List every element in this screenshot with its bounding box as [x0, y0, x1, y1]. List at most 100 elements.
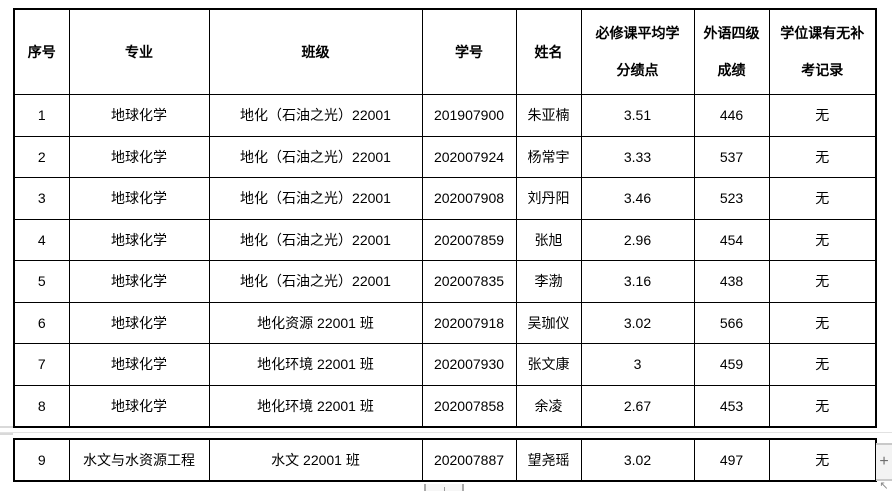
cell-student-id[interactable]: 202007924	[421, 135, 517, 178]
cell-name[interactable]: 杨常宇	[515, 135, 582, 178]
header-index[interactable]: 序号	[13, 8, 70, 95]
cell-name[interactable]: 刘丹阳	[515, 177, 582, 220]
cell-class[interactable]: 地化环境 22001 班	[208, 384, 423, 427]
cell-student-id[interactable]: 202007918	[421, 301, 517, 344]
page-break-line	[0, 432, 892, 433]
cell-index[interactable]: 8	[13, 384, 70, 427]
cell-gpa[interactable]: 3.02	[580, 301, 695, 344]
cell-makeup-record[interactable]: 无	[768, 94, 877, 137]
cell-class[interactable]: 地化环境 22001 班	[208, 343, 423, 386]
header-class[interactable]: 班级	[208, 8, 423, 95]
header-label: 学位课有无补	[780, 25, 865, 41]
insert-row-button[interactable]: +	[876, 443, 892, 481]
cell-major[interactable]: 水文与水资源工程	[68, 438, 210, 481]
header-student-id[interactable]: 学号	[421, 8, 517, 95]
page-margin-mark	[0, 426, 13, 428]
cell-cet4[interactable]: 453	[693, 384, 770, 427]
cell-gpa[interactable]: 2.67	[580, 384, 695, 427]
header-cet4[interactable]: 外语四级 成绩	[693, 8, 770, 95]
cell-index[interactable]: 3	[13, 177, 70, 220]
cell-gpa[interactable]: 3	[580, 343, 695, 386]
cell-major[interactable]: 地球化学	[68, 384, 210, 427]
cell-makeup-record[interactable]: 无	[768, 301, 877, 344]
cell-makeup-record[interactable]: 无	[768, 343, 877, 386]
cell-student-id[interactable]: 201907900	[421, 94, 517, 137]
header-gpa[interactable]: 必修课平均学 分绩点	[580, 8, 695, 95]
cell-student-id[interactable]: 202007887	[421, 438, 517, 481]
cell-student-id[interactable]: 202007835	[421, 260, 517, 303]
cell-name[interactable]: 余凌	[515, 384, 582, 427]
table-row: 1 地球化学 地化（石油之光）22001 201907900 朱亚楠 3.51 446 无	[13, 94, 877, 137]
cell-cet4[interactable]: 497	[693, 438, 770, 481]
cell-gpa[interactable]: 3.16	[580, 260, 695, 303]
cell-gpa[interactable]: 3.46	[580, 177, 695, 220]
cell-name[interactable]: 张旭	[515, 218, 582, 261]
grades-table-page1: 序号 专业 班级 学号 姓名 必修课平均学 分绩点 外语四级 成绩 学位课有无补 考记…	[13, 8, 877, 428]
cell-student-id[interactable]: 202007859	[421, 218, 517, 261]
cell-name[interactable]: 李渤	[515, 260, 582, 303]
cell-student-id[interactable]: 202007908	[421, 177, 517, 220]
cell-cet4[interactable]: 523	[693, 177, 770, 220]
cell-major[interactable]: 地球化学	[68, 260, 210, 303]
cell-cet4[interactable]: 537	[693, 135, 770, 178]
cell-class[interactable]: 地化（石油之光）22001	[208, 94, 423, 137]
cell-class[interactable]: 地化资源 22001 班	[208, 301, 423, 344]
cell-index[interactable]: 2	[13, 135, 70, 178]
header-name[interactable]: 姓名	[515, 8, 582, 95]
cell-class[interactable]: 地化（石油之光）22001	[208, 218, 423, 261]
cell-makeup-record[interactable]: 无	[768, 135, 877, 178]
cell-cet4[interactable]: 459	[693, 343, 770, 386]
cell-name[interactable]: 朱亚楠	[515, 94, 582, 137]
diagonal-arrow-icon: ↖	[879, 481, 889, 491]
cell-makeup-record[interactable]: 无	[768, 384, 877, 427]
cell-makeup-record[interactable]: 无	[768, 177, 877, 220]
header-makeup-record[interactable]: 学位课有无补 考记录	[768, 8, 877, 95]
cell-student-id[interactable]: 202007930	[421, 343, 517, 386]
cell-index[interactable]: 4	[13, 218, 70, 261]
cell-makeup-record[interactable]: 无	[768, 218, 877, 261]
header-label: 专业	[125, 43, 153, 60]
table-row: 8 地球化学 地化环境 22001 班 202007858 余凌 2.67 453 无	[13, 384, 877, 427]
cell-major[interactable]: 地球化学	[68, 94, 210, 137]
header-label: 班级	[301, 43, 330, 60]
scroll-widget[interactable]	[424, 484, 464, 491]
cell-major[interactable]: 地球化学	[68, 135, 210, 178]
cell-major[interactable]: 地球化学	[68, 301, 210, 344]
header-major[interactable]: 专业	[68, 8, 210, 95]
cell-gpa[interactable]: 3.33	[580, 135, 695, 178]
cell-index[interactable]: 9	[13, 438, 70, 481]
cell-major[interactable]: 地球化学	[68, 177, 210, 220]
grades-table-page2: 9 水文与水资源工程 水文 22001 班 202007887 望尧瑶 3.02 497 无	[13, 438, 877, 482]
table-row: 7 地球化学 地化环境 22001 班 202007930 张文康 3 459 无	[13, 343, 877, 386]
cell-index[interactable]: 6	[13, 301, 70, 344]
cell-class[interactable]: 地化（石油之光）22001	[208, 260, 423, 303]
cell-gpa[interactable]: 3.02	[580, 438, 695, 481]
cell-gpa[interactable]: 2.96	[580, 218, 695, 261]
cell-cet4[interactable]: 438	[693, 260, 770, 303]
cell-cet4[interactable]: 454	[693, 218, 770, 261]
cell-class[interactable]: 地化（石油之光）22001	[208, 135, 423, 178]
cell-index[interactable]: 1	[13, 94, 70, 137]
cell-index[interactable]: 5	[13, 260, 70, 303]
table-row: 3 地球化学 地化（石油之光）22001 202007908 刘丹阳 3.46 523 无	[13, 177, 877, 220]
cell-index[interactable]: 7	[13, 343, 70, 386]
cell-cet4[interactable]: 566	[693, 301, 770, 344]
cell-gpa[interactable]: 3.51	[580, 94, 695, 137]
cell-makeup-record[interactable]: 无	[768, 438, 877, 481]
cell-name[interactable]: 吴珈仪	[515, 301, 582, 344]
table-body-page1: 1 地球化学 地化（石油之光）22001 201907900 朱亚楠 3.51 446 无 2 地…	[13, 94, 877, 427]
cell-major[interactable]: 地球化学	[68, 343, 210, 386]
table-row: 2 地球化学 地化（石油之光）22001 202007924 杨常宇 3.33 537 无	[13, 135, 877, 178]
cell-class[interactable]: 水文 22001 班	[208, 438, 423, 481]
cell-name[interactable]: 望尧瑶	[515, 438, 582, 481]
cell-class[interactable]: 地化（石油之光）22001	[208, 177, 423, 220]
table-header-row: 序号 专业 班级 学号 姓名 必修课平均学 分绩点 外语四级 成绩 学位课有无补 考记…	[13, 8, 877, 95]
cell-cet4[interactable]: 446	[693, 94, 770, 137]
header-label: 学号	[455, 43, 483, 60]
header-label: 姓名	[534, 43, 563, 60]
table-resize-icon[interactable]: ↖	[877, 481, 891, 491]
cell-name[interactable]: 张文康	[515, 343, 582, 386]
cell-makeup-record[interactable]: 无	[768, 260, 877, 303]
cell-student-id[interactable]: 202007858	[421, 384, 517, 427]
cell-major[interactable]: 地球化学	[68, 218, 210, 261]
